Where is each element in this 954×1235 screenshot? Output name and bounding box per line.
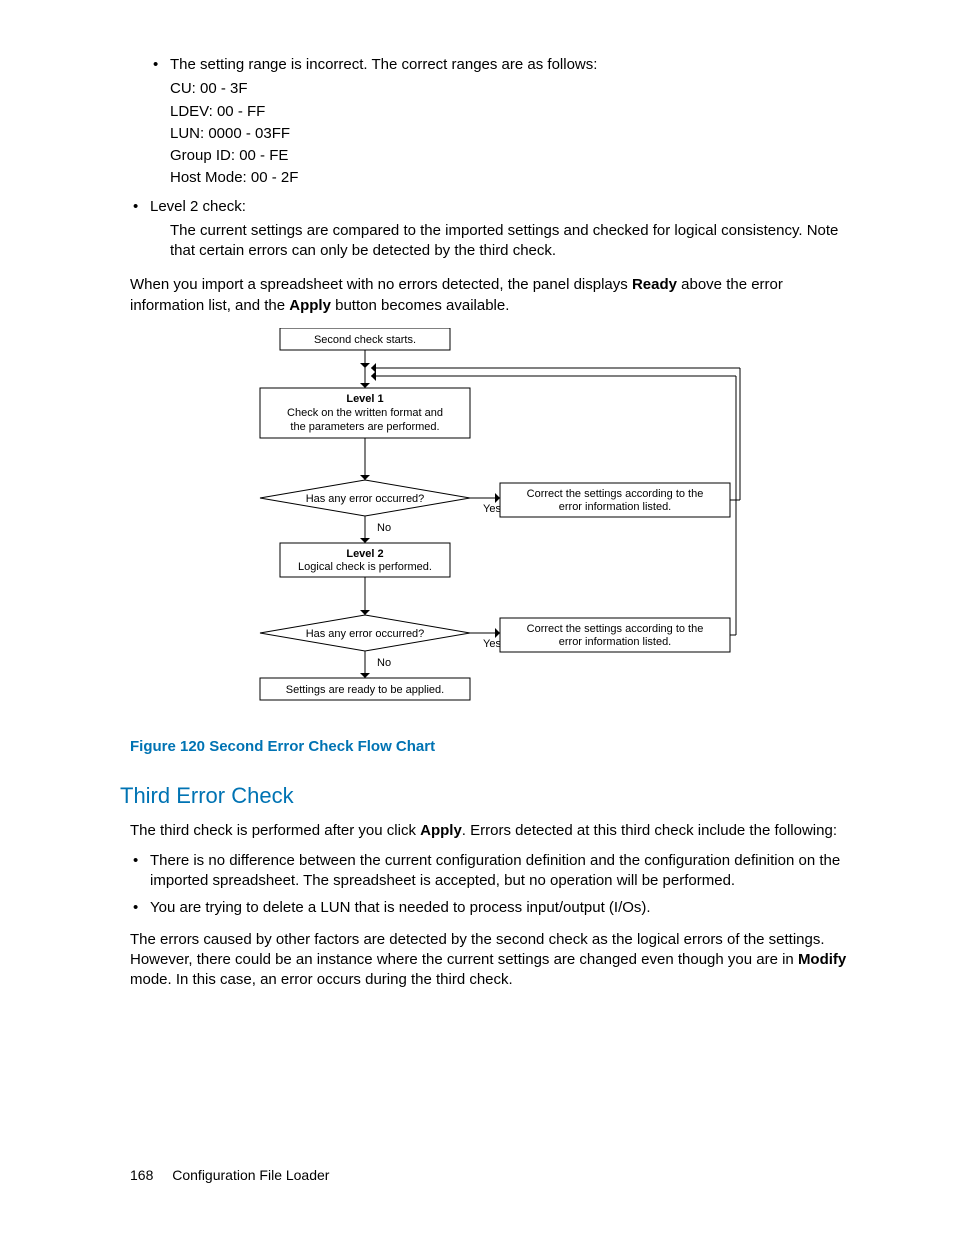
svg-text:Yes: Yes — [483, 503, 501, 515]
range-item: LDEV: 00 - FF — [170, 102, 854, 122]
modify-bold: Modify — [798, 951, 846, 968]
page-footer: 168 Configuration File Loader — [130, 1166, 329, 1185]
range-item: LUN: 0000 - 03FF — [170, 124, 854, 144]
range-item: Host Mode: 00 - 2F — [170, 168, 854, 188]
page-content: The setting range is incorrect. The corr… — [0, 0, 954, 1235]
svg-text:Has any error occurred?: Has any error occurred? — [306, 628, 425, 640]
range-bullet: The setting range is incorrect. The corr… — [150, 55, 854, 189]
text: The errors caused by other factors are d… — [130, 931, 825, 968]
text: . Errors detected at this third check in… — [462, 822, 837, 839]
svg-text:the parameters are performed.: the parameters are performed. — [290, 421, 439, 433]
third-check-intro: The third check is performed after you c… — [130, 821, 854, 841]
flowchart-svg: Second check starts. Level 1 Check on the … — [130, 328, 750, 713]
svg-text:No: No — [377, 657, 391, 669]
level2-desc: The current settings are compared to the… — [170, 221, 854, 262]
range-item: Group ID: 00 - FE — [170, 146, 854, 166]
level2-bullet: Level 2 check: The current settings are … — [130, 197, 854, 262]
third-check-bullets: There is no difference between the curre… — [130, 851, 854, 918]
svg-text:Logical check is performed.: Logical check is performed. — [298, 561, 432, 573]
third-check-note: The errors caused by other factors are d… — [130, 930, 854, 991]
svg-text:Correct the settings according: Correct the settings according to the — [527, 623, 704, 635]
svg-text:Has any error occurred?: Has any error occurred? — [306, 493, 425, 505]
top-bullet-block: The setting range is incorrect. The corr… — [150, 55, 854, 189]
apply-bold: Apply — [289, 297, 331, 314]
footer-title: Configuration File Loader — [172, 1167, 329, 1183]
range-item: CU: 00 - 3F — [170, 79, 854, 99]
figure-caption: Figure 120 Second Error Check Flow Chart — [130, 737, 854, 757]
svg-text:error information listed.: error information listed. — [559, 501, 672, 513]
svg-text:Level 2: Level 2 — [346, 548, 383, 560]
text: button becomes available. — [331, 297, 509, 314]
svg-text:Level 1: Level 1 — [346, 393, 383, 405]
range-list: CU: 00 - 3F LDEV: 00 - FF LUN: 0000 - 03… — [170, 79, 854, 188]
page-number: 168 — [130, 1167, 153, 1183]
apply-bold: Apply — [420, 822, 462, 839]
flowchart: Second check starts. Level 1 Check on the … — [130, 328, 854, 719]
level2-label: Level 2 check: — [150, 198, 246, 215]
text: When you import a spreadsheet with no er… — [130, 276, 632, 293]
text: mode. In this case, an error occurs duri… — [130, 971, 513, 988]
svg-text:Settings are ready to be appli: Settings are ready to be applied. — [286, 684, 444, 696]
svg-text:Second check starts.: Second check starts. — [314, 334, 416, 346]
import-paragraph: When you import a spreadsheet with no er… — [130, 275, 854, 316]
list-item: There is no difference between the curre… — [130, 851, 854, 892]
range-lead: The setting range is incorrect. The corr… — [170, 56, 597, 73]
svg-text:error information listed.: error information listed. — [559, 636, 672, 648]
svg-text:Check on the written format an: Check on the written format and — [287, 407, 443, 419]
list-item: You are trying to delete a LUN that is n… — [130, 898, 854, 918]
svg-text:Yes: Yes — [483, 638, 501, 650]
ready-bold: Ready — [632, 276, 677, 293]
svg-text:Correct the settings according: Correct the settings according to the — [527, 488, 704, 500]
svg-text:No: No — [377, 522, 391, 534]
text: The third check is performed after you c… — [130, 822, 420, 839]
section-title: Third Error Check — [120, 781, 854, 811]
